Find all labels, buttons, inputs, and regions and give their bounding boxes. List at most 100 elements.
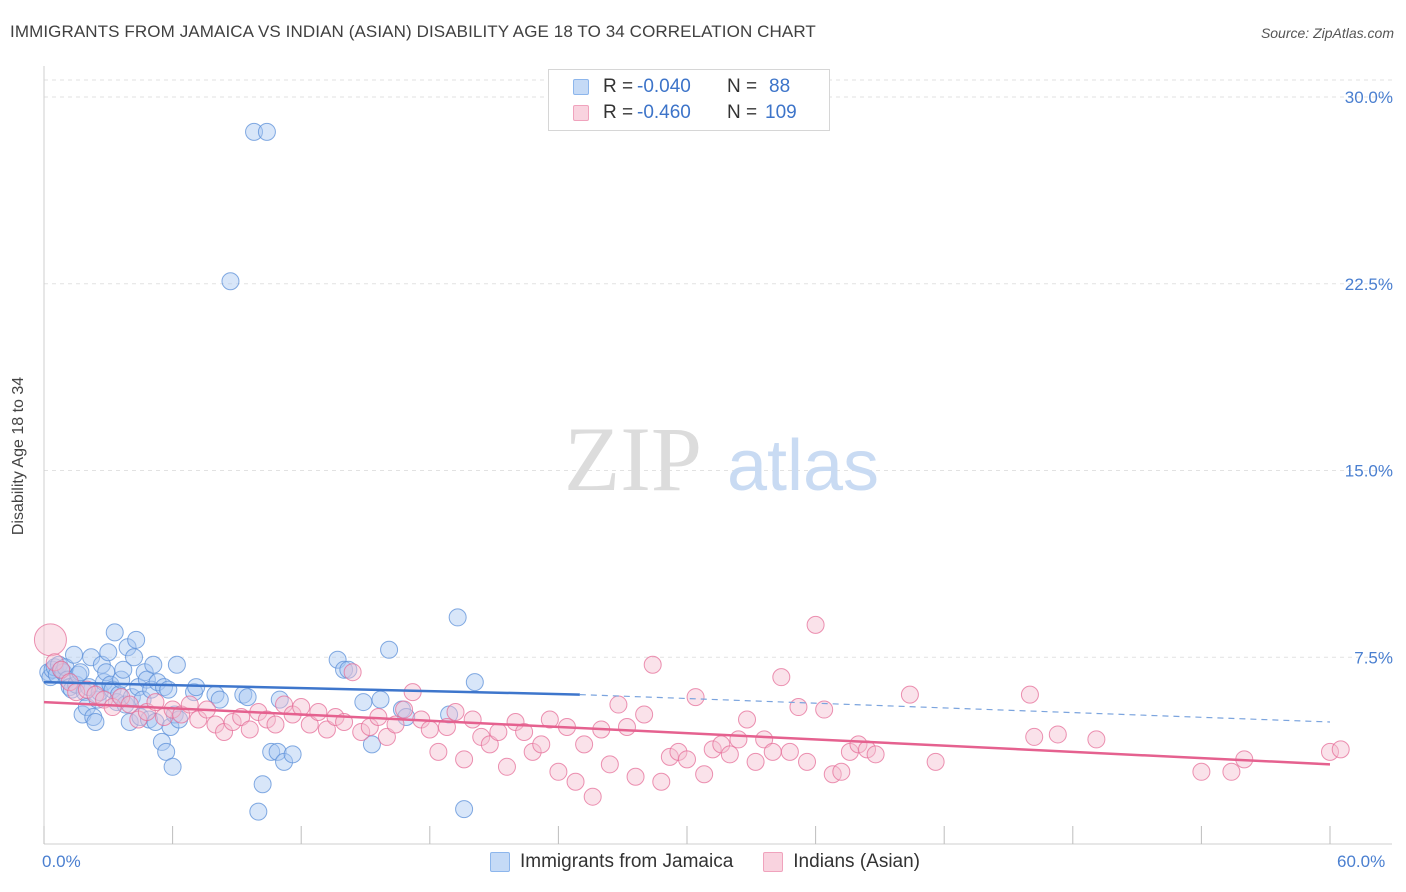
bottom-legend-jamaica: Immigrants from Jamaica: [490, 851, 733, 873]
point-1-72: [652, 772, 671, 791]
point-0-81: [362, 735, 381, 754]
legend-r-value: -0.040: [637, 76, 691, 97]
point-1-43: [403, 683, 422, 702]
point-1-84: [755, 730, 774, 749]
point-0-72: [262, 742, 281, 761]
point-1-56: [515, 722, 534, 741]
watermark-zip: ZIP: [564, 408, 702, 510]
point-1-107: [1321, 742, 1339, 761]
point-1-85: [763, 742, 782, 761]
y-tick-label-2: 22.5%: [1345, 275, 1393, 294]
chart-title: IMMIGRANTS FROM JAMAICA VS INDIAN (ASIAN…: [10, 22, 816, 41]
point-1-0: [33, 623, 67, 657]
point-1-37: [352, 722, 371, 741]
point-1-80: [720, 745, 739, 764]
point-1-32: [309, 703, 328, 722]
point-1-68: [617, 717, 636, 736]
y-tick-label-0: 7.5%: [1354, 648, 1393, 667]
legend-n-label: N =: [727, 102, 758, 123]
point-1-67: [609, 695, 628, 714]
legend-swatch-indians: [573, 105, 589, 121]
point-0-65: [221, 272, 240, 291]
legend-swatch-jamaica: [573, 79, 589, 95]
point-0-12: [65, 645, 84, 664]
chart-source: Source: ZipAtlas.com: [1260, 25, 1394, 41]
y-tick-label-1: 15.0%: [1345, 462, 1393, 481]
point-0-89: [465, 673, 484, 692]
point-0-67: [238, 688, 257, 707]
point-1-46: [429, 742, 448, 761]
point-0-22: [86, 712, 105, 731]
legend-r-value: -0.460: [637, 102, 691, 123]
point-1-59: [540, 710, 559, 729]
legend-row-indians: R = -0.460 N = 109: [573, 101, 797, 125]
axes: [43, 66, 1392, 845]
point-0-87: [448, 608, 467, 627]
point-1-70: [635, 705, 654, 724]
point-1-87: [780, 742, 799, 761]
point-1-62: [566, 772, 585, 791]
bottom-legend-swatch-jamaica: [490, 852, 510, 872]
point-1-10: [120, 695, 139, 714]
point-1-71: [643, 655, 662, 674]
point-1-81: [729, 730, 748, 749]
point-1-98: [900, 685, 919, 704]
point-1-69: [626, 767, 645, 786]
point-1-89: [798, 752, 817, 771]
legend-r-label: R =: [603, 102, 634, 123]
point-0-41: [127, 630, 146, 649]
point-0-28: [99, 643, 118, 662]
point-0-68: [245, 122, 264, 141]
point-1-101: [1025, 727, 1044, 746]
point-1-83: [746, 752, 765, 771]
point-1-48: [446, 703, 465, 722]
legend-n-value: 88: [769, 76, 791, 97]
point-0-82: [371, 690, 390, 709]
point-0-76: [283, 745, 302, 764]
bottom-legend-label-indians: Indians (Asian): [793, 851, 921, 872]
point-0-59: [167, 655, 186, 674]
point-1-50: [463, 710, 482, 729]
point-0-70: [253, 775, 272, 794]
point-0-35: [114, 660, 133, 679]
point-1-105: [1222, 762, 1241, 781]
watermark-atlas: atlas: [727, 426, 879, 506]
legend-row-jamaica: R = -0.040 N = 88: [573, 75, 790, 99]
point-0-20: [82, 648, 101, 667]
point-1-104: [1192, 762, 1211, 781]
point-1-90: [806, 615, 825, 634]
point-0-64: [210, 690, 229, 709]
point-1-5: [77, 680, 96, 699]
point-0-40: [125, 648, 144, 667]
y-tick-label-3: 30.0%: [1345, 88, 1393, 107]
point-1-64: [583, 787, 602, 806]
point-0-73: [268, 742, 287, 761]
point-1-75: [678, 750, 696, 769]
point-1-77: [695, 765, 714, 784]
point-1-2: [52, 660, 71, 679]
point-1-78: [703, 740, 722, 759]
point-0-83: [380, 640, 399, 659]
point-0-69: [249, 802, 268, 821]
series-indians: [33, 615, 1350, 806]
point-1-26: [257, 710, 276, 729]
trend-lines: [43, 680, 1331, 766]
point-1-54: [497, 757, 516, 776]
point-1-99: [926, 752, 945, 771]
point-1-108: [1331, 740, 1350, 759]
bottom-legend: Immigrants from Jamaica Indians (Asian): [490, 851, 950, 873]
point-1-24: [240, 720, 259, 739]
legend-r-label: R =: [603, 76, 634, 97]
point-1-100: [1020, 685, 1039, 704]
grid-lines: [44, 79, 1392, 658]
point-0-62: [187, 678, 206, 697]
point-1-88: [789, 698, 808, 717]
point-0-31: [105, 623, 124, 642]
point-1-58: [532, 735, 551, 754]
point-1-53: [489, 722, 508, 741]
point-1-86: [772, 668, 791, 687]
point-0-57: [163, 757, 182, 776]
point-1-82: [738, 710, 757, 729]
x-tick-min: 0.0%: [42, 852, 81, 871]
point-1-6: [86, 685, 105, 704]
